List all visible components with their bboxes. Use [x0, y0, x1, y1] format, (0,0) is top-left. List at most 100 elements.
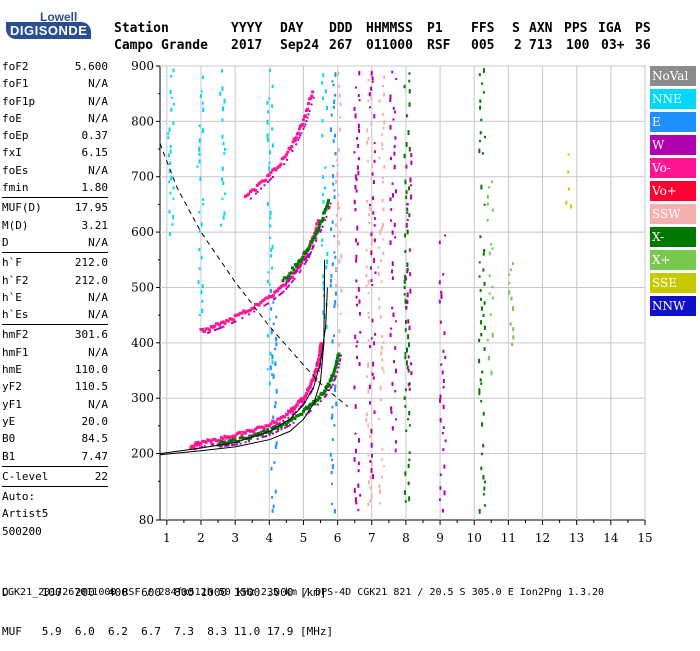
echo-point — [369, 207, 372, 212]
echo-point — [404, 352, 407, 355]
echo-point — [403, 396, 406, 400]
echo-point — [201, 284, 204, 289]
trace-point — [316, 360, 320, 364]
trace-point — [313, 234, 317, 238]
echo-point — [266, 119, 269, 125]
trace-point — [316, 219, 320, 223]
echo-point — [331, 464, 334, 469]
echo-point — [443, 464, 446, 469]
trace-point — [217, 327, 220, 330]
echo-point — [325, 259, 328, 265]
trace-point — [218, 323, 222, 327]
echo-point — [370, 164, 373, 168]
trace-point — [279, 416, 283, 420]
echo-point — [168, 127, 171, 132]
trace-point — [307, 102, 311, 106]
echo-point — [381, 448, 384, 451]
trace-point — [260, 425, 264, 429]
echo-point — [358, 362, 361, 367]
echo-point — [488, 292, 491, 295]
echo-point — [170, 175, 173, 181]
echo-point — [440, 363, 443, 366]
echo-point — [353, 151, 356, 154]
trace-point — [315, 237, 318, 240]
echo-point — [169, 149, 172, 154]
echo-point — [478, 275, 481, 278]
echo-point — [486, 202, 489, 206]
echo-point — [339, 102, 342, 107]
trace-point — [242, 436, 246, 440]
trace-point — [220, 326, 223, 329]
x-tick-label: 13 — [569, 531, 584, 545]
trace-point — [314, 367, 318, 371]
trace-point — [325, 215, 328, 218]
muf-row: MUF 5.9 6.0 6.2 6.7 7.3 8.3 11.0 17.9 [M… — [2, 625, 334, 638]
echo-point — [488, 186, 491, 189]
trace-point — [255, 426, 259, 430]
echo-point — [202, 202, 205, 206]
header-label: S — [512, 21, 520, 36]
echo-point — [365, 412, 368, 417]
echo-point — [407, 368, 410, 373]
echo-point — [442, 273, 445, 276]
echo-point — [482, 313, 485, 317]
trace-point — [301, 398, 305, 402]
echo-point — [491, 296, 494, 300]
echo-point — [382, 341, 385, 344]
echo-point — [272, 374, 275, 380]
echo-point — [382, 180, 385, 184]
trace-point — [271, 294, 275, 298]
echo-point — [373, 217, 376, 220]
echo-point — [481, 370, 484, 374]
param-value: N/A — [88, 111, 108, 125]
echo-point — [408, 496, 411, 502]
echo-point — [408, 458, 411, 462]
echo-point — [380, 280, 383, 283]
trace-point — [333, 378, 336, 381]
trace-point — [307, 113, 310, 116]
trace-point — [211, 325, 215, 329]
param-row: h`E N/A — [2, 289, 108, 306]
echo-point — [483, 203, 486, 206]
trace-point — [282, 290, 285, 293]
echo-point — [337, 240, 340, 246]
profile-curve — [159, 259, 326, 456]
digisonde-logo: Lowell DIGISONDE — [4, 6, 104, 46]
trace-point — [292, 412, 295, 415]
trace-point — [260, 187, 263, 190]
echo-point — [407, 418, 410, 421]
echo-point — [382, 92, 385, 97]
echo-point — [172, 121, 175, 126]
trace-point — [245, 429, 249, 433]
echo-point — [324, 89, 327, 94]
trace-point — [232, 321, 235, 324]
echo-point — [331, 262, 334, 267]
trace-point — [262, 426, 266, 430]
echo-point — [353, 385, 356, 390]
echo-point — [407, 355, 410, 359]
trace-point — [213, 329, 216, 332]
trace-point — [291, 266, 295, 270]
echo-point — [275, 336, 278, 342]
trace-point — [293, 417, 297, 421]
echo-point — [372, 474, 375, 480]
echo-point — [374, 332, 377, 336]
trace-point — [292, 137, 296, 141]
trace-point — [316, 227, 320, 231]
trace-point — [308, 385, 312, 389]
trace-point — [240, 433, 244, 437]
trace-point — [259, 425, 263, 429]
echo-point — [406, 202, 409, 206]
header-value: RSF — [427, 38, 451, 53]
echo-point — [483, 281, 486, 286]
echo-point — [389, 219, 392, 222]
echo-point — [371, 454, 374, 458]
echo-point — [333, 195, 336, 200]
header-value: 03+ — [601, 38, 625, 53]
trace-point — [223, 434, 227, 438]
param-value: 3.21 — [81, 218, 109, 232]
echo-point — [404, 298, 407, 304]
echo-point — [356, 165, 359, 170]
echo-point — [334, 291, 337, 296]
param-key: h`E — [2, 290, 22, 304]
